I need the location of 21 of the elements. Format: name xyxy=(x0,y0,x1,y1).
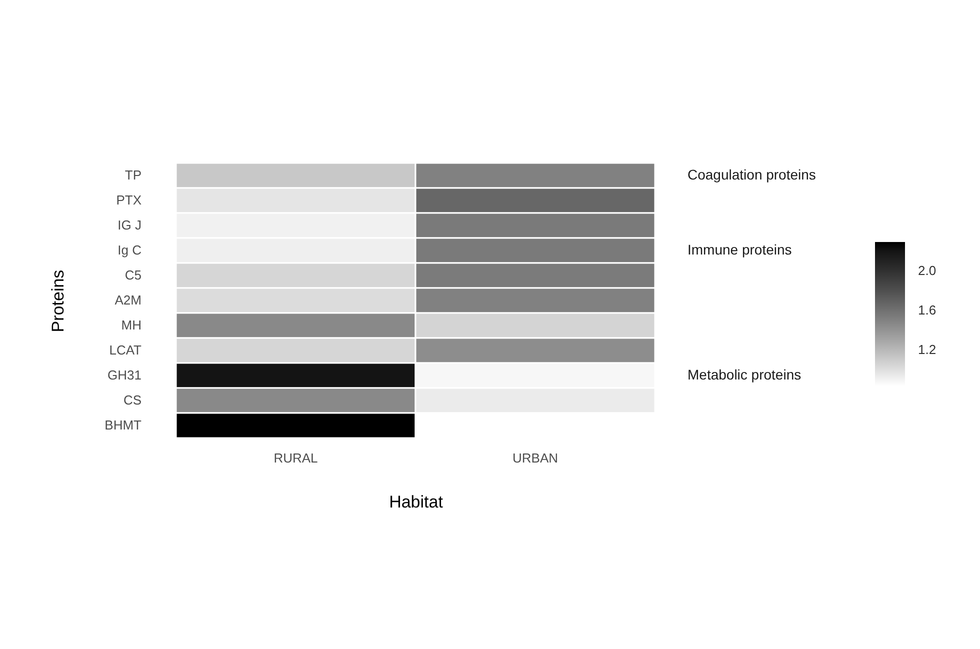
color-bar-label: 1.2 xyxy=(918,342,936,358)
y2-tick-label: Metabolic proteins xyxy=(688,366,802,382)
y2-tick-label: Immune proteins xyxy=(688,242,792,258)
y-tick-label: A2M xyxy=(114,292,142,308)
y-tick-label: C5 xyxy=(124,268,142,282)
y-tick-label: MH xyxy=(121,318,142,332)
color-bar-label: 1.6 xyxy=(918,302,936,318)
y-tick-label: BHMT xyxy=(104,418,142,432)
y-axis-title: Proteins xyxy=(48,270,68,332)
y-tick-label: Ig C xyxy=(118,242,142,258)
y-tick-label: GH31 xyxy=(108,368,142,382)
x-tick-label: RURAL xyxy=(274,450,318,466)
y-tick-label: IG J xyxy=(118,218,142,232)
y-tick-label: TP xyxy=(124,168,142,182)
y-tick-label: PTX xyxy=(116,192,142,208)
color-bar-label: 2.0 xyxy=(918,262,936,278)
y2-tick-label: Coagulation proteins xyxy=(688,166,816,182)
y-tick-label: LCAT xyxy=(109,342,142,358)
y-tick-label: CS xyxy=(123,392,142,408)
x-tick-label: URBAN xyxy=(512,450,558,466)
x-axis-title: Habitat xyxy=(389,492,444,512)
